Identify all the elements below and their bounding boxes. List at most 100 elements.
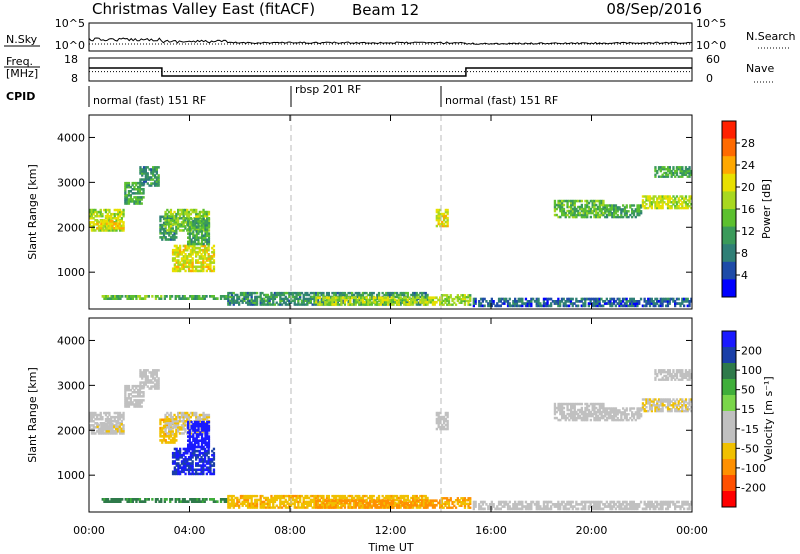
velocity-cell: [388, 501, 391, 505]
power-cell: [573, 203, 576, 207]
power-cell: [180, 221, 183, 224]
power-cell: [361, 298, 365, 302]
power-cell: [279, 293, 282, 297]
velocity-cell: [157, 369, 160, 372]
power-cell: [175, 217, 178, 220]
power-cell: [184, 212, 187, 216]
velocity-cell: [442, 427, 446, 431]
velocity-cell: [548, 507, 551, 511]
power-cell: [665, 195, 668, 198]
velocity-cell: [206, 413, 209, 417]
velocity-cell: [351, 506, 354, 509]
velocity-cell: [195, 445, 198, 449]
velocity-cell: [463, 500, 467, 504]
velocity-cell: [164, 441, 167, 444]
power-cell: [645, 304, 648, 308]
power-cell: [227, 293, 230, 297]
nave-right-tick-top: 60: [706, 53, 720, 66]
velocity-cell: [115, 420, 118, 423]
freq-label-line1: Freq.: [6, 55, 33, 68]
velocity-cell: [175, 422, 178, 425]
power-cell: [299, 291, 302, 295]
power-cell: [503, 300, 506, 303]
velocity-cell: [157, 381, 160, 384]
power-cell: [566, 199, 569, 203]
power-cell: [105, 224, 109, 228]
velocity-cell: [327, 499, 330, 503]
power-cell: [177, 267, 180, 271]
power-cell: [124, 190, 127, 193]
power-cell: [186, 257, 189, 260]
velocity-cell: [129, 397, 132, 400]
power-cell: [140, 188, 143, 191]
power-cell: [663, 197, 666, 200]
velocity-cell: [406, 496, 409, 500]
power-cell: [175, 229, 178, 232]
power-cell: [681, 302, 684, 305]
power-cell: [327, 291, 330, 295]
power-cell: [193, 226, 197, 229]
power-cell: [202, 226, 205, 229]
velocity-cell: [195, 453, 198, 457]
velocity-cell: [183, 498, 186, 501]
velocity-cell: [197, 429, 200, 432]
power-cell: [204, 238, 207, 242]
power-cell: [356, 300, 359, 304]
velocity-cell: [177, 456, 180, 459]
velocity-cell: [270, 496, 273, 500]
power-cell: [141, 174, 144, 177]
velocity-cell: [299, 500, 302, 504]
power-cell: [555, 207, 558, 211]
velocity-cell: [202, 458, 205, 461]
power-cell: [571, 207, 575, 211]
velocity-cell: [122, 417, 125, 421]
power-cell: [304, 293, 307, 297]
power-cell: [598, 207, 601, 211]
power-cell: [192, 236, 195, 239]
velocity-cell: [111, 423, 114, 426]
power-cell: [142, 297, 145, 300]
velocity-cell: [90, 428, 94, 431]
velocity-cell: [212, 500, 215, 503]
power-cell: [282, 301, 286, 304]
velocity-cell: [313, 498, 316, 502]
velocity-cell: [367, 503, 370, 507]
power-cell: [677, 166, 680, 169]
velocity-cell: [315, 496, 318, 500]
power-cell: [557, 215, 560, 219]
power-cell: [304, 291, 307, 295]
power-cell: [514, 302, 517, 305]
power-cell: [203, 253, 207, 256]
power-cell: [124, 194, 127, 197]
velocity-cell: [196, 468, 200, 472]
velocity-cell: [150, 387, 153, 390]
velocity-cell: [431, 506, 435, 509]
power-cell: [580, 297, 583, 301]
power-cell: [544, 304, 547, 308]
velocity-cell: [139, 383, 142, 386]
velocity-cell: [437, 421, 440, 425]
velocity-cell: [94, 426, 97, 429]
velocity-cell: [200, 433, 204, 436]
velocity-cell: [202, 451, 205, 455]
velocity-cell: [133, 395, 136, 398]
power-cell: [131, 198, 134, 201]
power-cell: [331, 291, 334, 295]
velocity-cell: [456, 497, 459, 500]
velocity-cell: [186, 462, 189, 465]
velocity-cell: [250, 502, 253, 505]
velocity-cell: [315, 506, 318, 509]
power-cell: [361, 291, 365, 295]
power-cell: [648, 203, 652, 206]
power-cell: [246, 303, 250, 306]
velocity-cell: [483, 500, 486, 504]
power-cell: [129, 198, 132, 201]
velocity-cell: [451, 506, 454, 509]
power-cell: [369, 296, 372, 300]
velocity-cell: [230, 498, 234, 502]
velocity-cell: [354, 499, 357, 503]
velocity-cell: [523, 505, 526, 508]
power-cell: [205, 269, 208, 273]
power-cell: [304, 297, 307, 301]
power-colorbar-tick-label: 28: [741, 137, 755, 150]
